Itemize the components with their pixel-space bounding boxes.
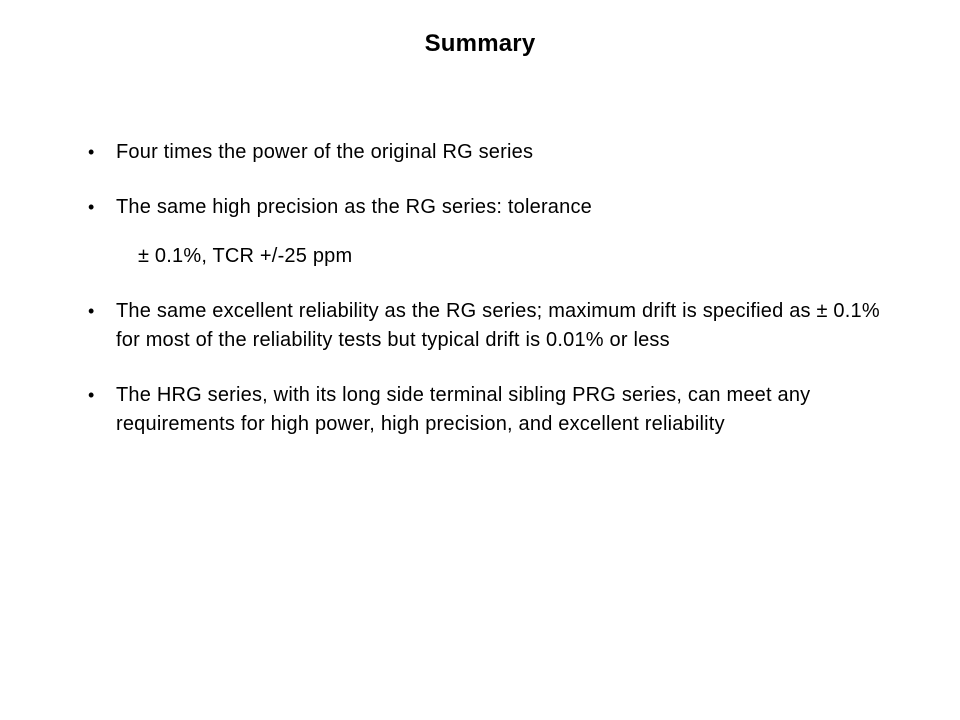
bullet-text: Four times the power of the original RG … bbox=[116, 141, 533, 163]
bullet-text: The same excellent reliability as the RG… bbox=[116, 300, 880, 351]
list-item: The HRG series, with its long side termi… bbox=[80, 381, 880, 439]
bullet-list: Four times the power of the original RG … bbox=[80, 138, 880, 439]
slide: Summary Four times the power of the orig… bbox=[0, 0, 960, 720]
bullet-text: The HRG series, with its long side termi… bbox=[116, 384, 810, 435]
bullet-subtext: ± 0.1%, TCR +/-25 ppm bbox=[116, 242, 880, 271]
list-item: The same excellent reliability as the RG… bbox=[80, 297, 880, 355]
bullet-text: The same high precision as the RG series… bbox=[116, 196, 592, 218]
list-item: Four times the power of the original RG … bbox=[80, 138, 880, 167]
list-item: The same high precision as the RG series… bbox=[80, 193, 880, 271]
slide-title: Summary bbox=[80, 30, 880, 58]
